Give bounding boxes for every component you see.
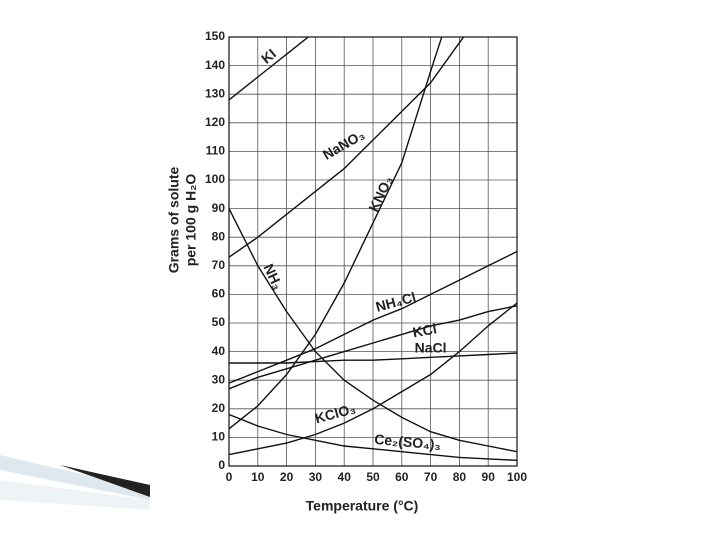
x-tick-label: 70 (424, 470, 438, 484)
plot-area (229, 37, 517, 461)
y-tick-label: 60 (212, 287, 226, 301)
x-tick-label: 100 (507, 470, 527, 484)
y-tick-label: 0 (218, 458, 225, 472)
legend-label: Ce₂(SO₄)₃ (374, 431, 442, 453)
y-tick-label: 40 (212, 344, 226, 358)
y-axis-label: per 100 g H₂O (183, 174, 199, 267)
x-tick-label: 30 (309, 470, 323, 484)
legend-label: KCl (411, 320, 438, 340)
x-tick-label: 40 (338, 470, 352, 484)
y-tick-label: 100 (205, 172, 225, 186)
curve (229, 208, 517, 453)
curve (229, 37, 465, 258)
x-tick-label: 90 (482, 470, 496, 484)
y-tick-label: 10 (212, 430, 226, 444)
y-tick-label: 50 (212, 315, 226, 329)
curve (229, 37, 443, 430)
curve (229, 302, 517, 456)
y-tick-label: 20 (212, 401, 226, 415)
legend-label: NaNO₃ (320, 126, 367, 163)
y-tick-label: 140 (205, 58, 225, 72)
y-tick-label: 80 (212, 229, 226, 243)
y-tick-label: 120 (205, 115, 225, 129)
x-tick-label: 50 (366, 470, 380, 484)
curve (229, 352, 517, 364)
legend-label: KClO₃ (313, 400, 357, 426)
y-tick-label: 150 (205, 29, 225, 43)
curve (229, 413, 517, 461)
x-tick-label: 10 (251, 470, 265, 484)
decoration (0, 455, 150, 510)
x-tick-label: 0 (226, 470, 233, 484)
curve (229, 305, 517, 390)
x-axis-label: Temperature (°C) (306, 498, 419, 514)
legend-label: KNO₃ (365, 173, 395, 214)
y-axis-label: Grams of solute (166, 167, 182, 274)
curve (229, 250, 517, 384)
x-tick-label: 80 (453, 470, 467, 484)
y-tick-label: 70 (212, 258, 226, 272)
legend-label: NaCl (415, 339, 447, 355)
x-tick-label: 60 (395, 470, 409, 484)
y-tick-label: 90 (212, 201, 226, 215)
x-tick-label: 20 (280, 470, 294, 484)
curve (229, 37, 310, 101)
y-tick-label: 130 (205, 86, 225, 100)
y-tick-label: 30 (212, 372, 226, 386)
y-tick-label: 110 (206, 144, 226, 158)
